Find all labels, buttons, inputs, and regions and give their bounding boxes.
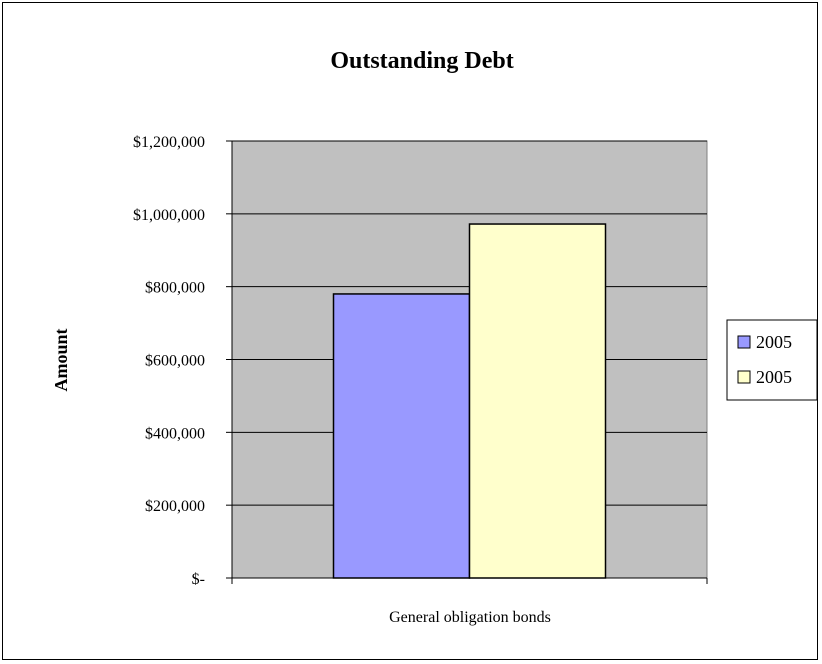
legend-label-2: 2005 <box>756 367 792 387</box>
y-tick-label: $400,000 <box>145 425 205 442</box>
axes <box>226 140 708 584</box>
y-tick-label: $- <box>192 571 205 588</box>
legend-label-1: 2005 <box>756 332 792 352</box>
chart-title: Outstanding Debt <box>330 48 513 74</box>
y-tick-labels: $- $200,000 $400,000 $600,000 $800,000 $1,000… <box>133 134 205 588</box>
bar-series-1 <box>332 293 471 579</box>
y-tick-label: $1,200,000 <box>133 134 205 151</box>
y-tick-label: $800,000 <box>145 280 205 297</box>
bars <box>332 223 607 579</box>
x-category-label: General obligation bonds <box>389 609 551 626</box>
bar-series-2 <box>468 223 607 579</box>
y-tick-label: $200,000 <box>145 498 205 515</box>
legend-box <box>726 319 818 401</box>
y-tick-label: $600,000 <box>145 353 205 370</box>
legend: 2005 2005 <box>726 319 818 401</box>
y-axis-title: Amount <box>51 328 71 391</box>
legend-swatch-2 <box>737 370 751 384</box>
legend-swatch-1 <box>737 335 751 349</box>
y-tick-label: $1,000,000 <box>133 207 205 224</box>
